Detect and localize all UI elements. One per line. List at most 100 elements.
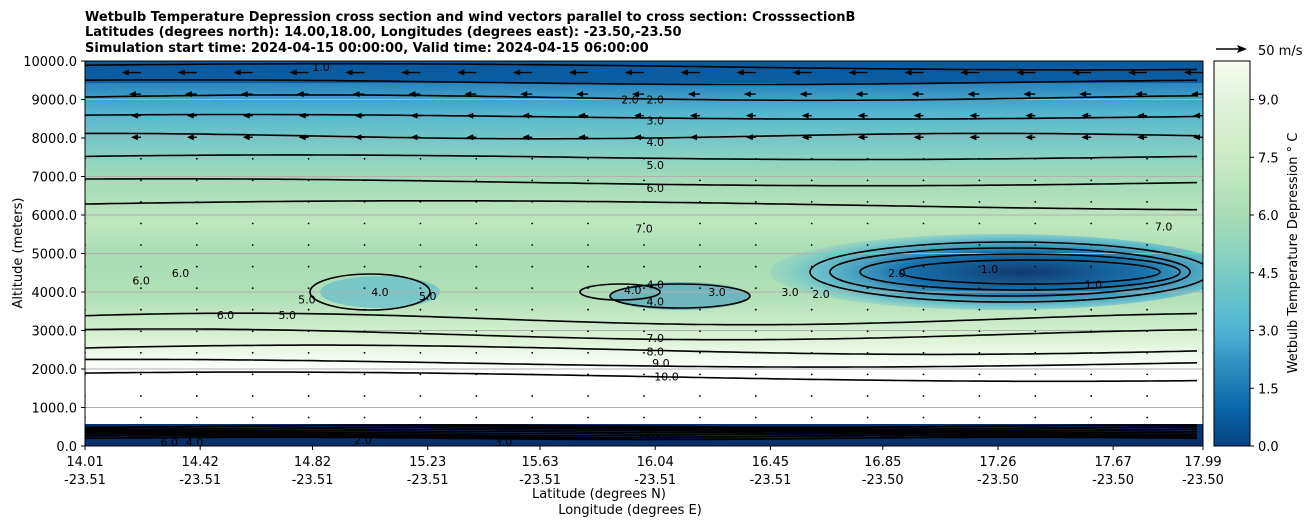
contour-line — [85, 62, 1198, 71]
wind-vector-head — [522, 112, 530, 119]
wind-vector-head — [177, 69, 185, 76]
colorbar-ticks: 0.0 1.5 3.0 4.5 6.0 7.5 9.0 — [1250, 94, 1279, 455]
colorbar-gradient — [1213, 60, 1251, 447]
contour-label: 3.0 — [781, 286, 799, 299]
wind-vector-dot — [195, 222, 198, 225]
wind-vector-dot — [531, 222, 534, 225]
wind-vector-dot — [866, 395, 869, 397]
wind-vector-head — [184, 91, 192, 98]
wind-vector-dot — [419, 222, 422, 225]
contour-label: 4.0 — [371, 286, 389, 299]
wind-vector-dot — [531, 265, 534, 268]
wind-vector-dot — [140, 287, 142, 290]
wind-vector-dot — [1034, 395, 1037, 397]
wind-vector-head — [1137, 134, 1145, 141]
contour-label: 1.0 — [981, 263, 999, 276]
contour-line — [85, 200, 1197, 211]
contour-loop — [829, 247, 1191, 297]
wind-vector-dot — [475, 416, 478, 419]
chart-title: Wetbulb Temperature Depression cross sec… — [85, 10, 855, 56]
wind-vector-dot — [810, 201, 813, 203]
contour-label: 6.0 — [132, 274, 150, 287]
wind-vector-dot — [1034, 416, 1037, 419]
y-tick-label: 10000.0 — [23, 55, 77, 70]
contour-label: 7.0 — [646, 332, 664, 345]
wind-vector-head — [466, 134, 474, 141]
wind-vector-dot — [866, 416, 869, 419]
wind-vector-head — [352, 91, 360, 98]
wind-vector-dot — [699, 330, 701, 333]
contour-label: 2.0 — [812, 288, 830, 301]
wind-vector-dot — [251, 416, 254, 419]
wind-vector-dot — [140, 222, 142, 225]
wind-vector-head — [689, 134, 697, 141]
y-tick-label: 6000.0 — [32, 209, 78, 224]
wind-vector-head — [857, 112, 865, 119]
wind-vector-dot — [754, 157, 757, 160]
surface-contour-line — [85, 425, 1198, 430]
contour-loop — [609, 283, 751, 309]
contour-loop — [899, 259, 1161, 285]
x-axis-label-lat: Latitude (degrees N) — [532, 487, 666, 502]
contour-loop — [809, 241, 1203, 303]
contour-loop — [859, 253, 1181, 291]
contour-line — [85, 94, 1198, 102]
wind-vector-dot — [643, 395, 645, 397]
wind-vector-dot — [195, 395, 198, 397]
wind-vector-dot — [363, 330, 366, 333]
wind-vector-head — [576, 91, 584, 98]
wind-vector-dot — [1090, 179, 1093, 182]
x-tick-label-lon: -23.51 — [179, 473, 221, 488]
wind-vector-head — [298, 134, 306, 141]
y-tick-label: 2000.0 — [32, 363, 78, 378]
wind-vector-dot — [810, 395, 813, 397]
wind-vector-dot — [531, 330, 534, 333]
wind-vector-dot — [922, 351, 925, 354]
colorbar-tick-label: 0.0 — [1258, 440, 1279, 455]
wind-vector-dot — [195, 157, 198, 160]
wind-vector-dot — [251, 330, 254, 333]
colorbar-tick-label: 1.5 — [1258, 382, 1279, 397]
wind-vector-head — [911, 91, 919, 98]
surface-contour-line — [85, 424, 1197, 429]
wind-vector-dot — [810, 351, 813, 354]
wind-vector-dot — [978, 265, 981, 268]
wind-vector-dot — [140, 179, 142, 182]
wind-vector-dot — [140, 265, 142, 268]
wind-vector-dot — [587, 157, 589, 160]
wind-vector-dot — [1090, 201, 1093, 203]
wind-vector-dot — [978, 244, 981, 246]
contour-label: 3.0 — [646, 115, 664, 128]
surface-contour-line — [85, 431, 1198, 436]
wind-vector-dot — [531, 416, 534, 419]
wind-vector-dot — [363, 179, 366, 182]
wind-vector-dot — [810, 416, 813, 419]
wind-vector-dot — [140, 330, 142, 333]
wind-vector-head — [466, 112, 474, 119]
wind-vector-dot — [699, 244, 701, 246]
wind-vector-dot — [419, 265, 422, 268]
wind-vector-dot — [1034, 330, 1037, 333]
wind-vector-dot — [587, 179, 589, 182]
wind-vector-head — [1128, 69, 1136, 76]
wind-vector-dot — [419, 351, 422, 354]
wind-vector-dot — [1034, 244, 1037, 246]
wind-vector-dot — [195, 351, 198, 354]
wind-vector-dot — [754, 416, 757, 419]
wind-vector-dot — [531, 308, 534, 311]
wind-vector-dot — [251, 157, 254, 160]
x-tick-label-lat: 14.82 — [294, 455, 331, 470]
wind-vector-dot — [307, 395, 310, 397]
wind-vector-head — [186, 112, 194, 119]
x-tick-label-lat: 16.45 — [752, 455, 789, 470]
wind-vector-dot — [363, 308, 366, 311]
wind-vector-dot — [699, 287, 701, 290]
contour-label: 10.0 — [637, 427, 662, 440]
wind-vector-dot — [922, 157, 925, 160]
wind-vector-head — [345, 69, 353, 76]
wind-vector-head — [745, 134, 753, 141]
contour-label: 6.0 — [646, 182, 664, 195]
wind-vector-dot — [419, 287, 422, 290]
wind-vector-head — [1081, 112, 1089, 119]
contour-label: 2.0 — [888, 267, 906, 280]
